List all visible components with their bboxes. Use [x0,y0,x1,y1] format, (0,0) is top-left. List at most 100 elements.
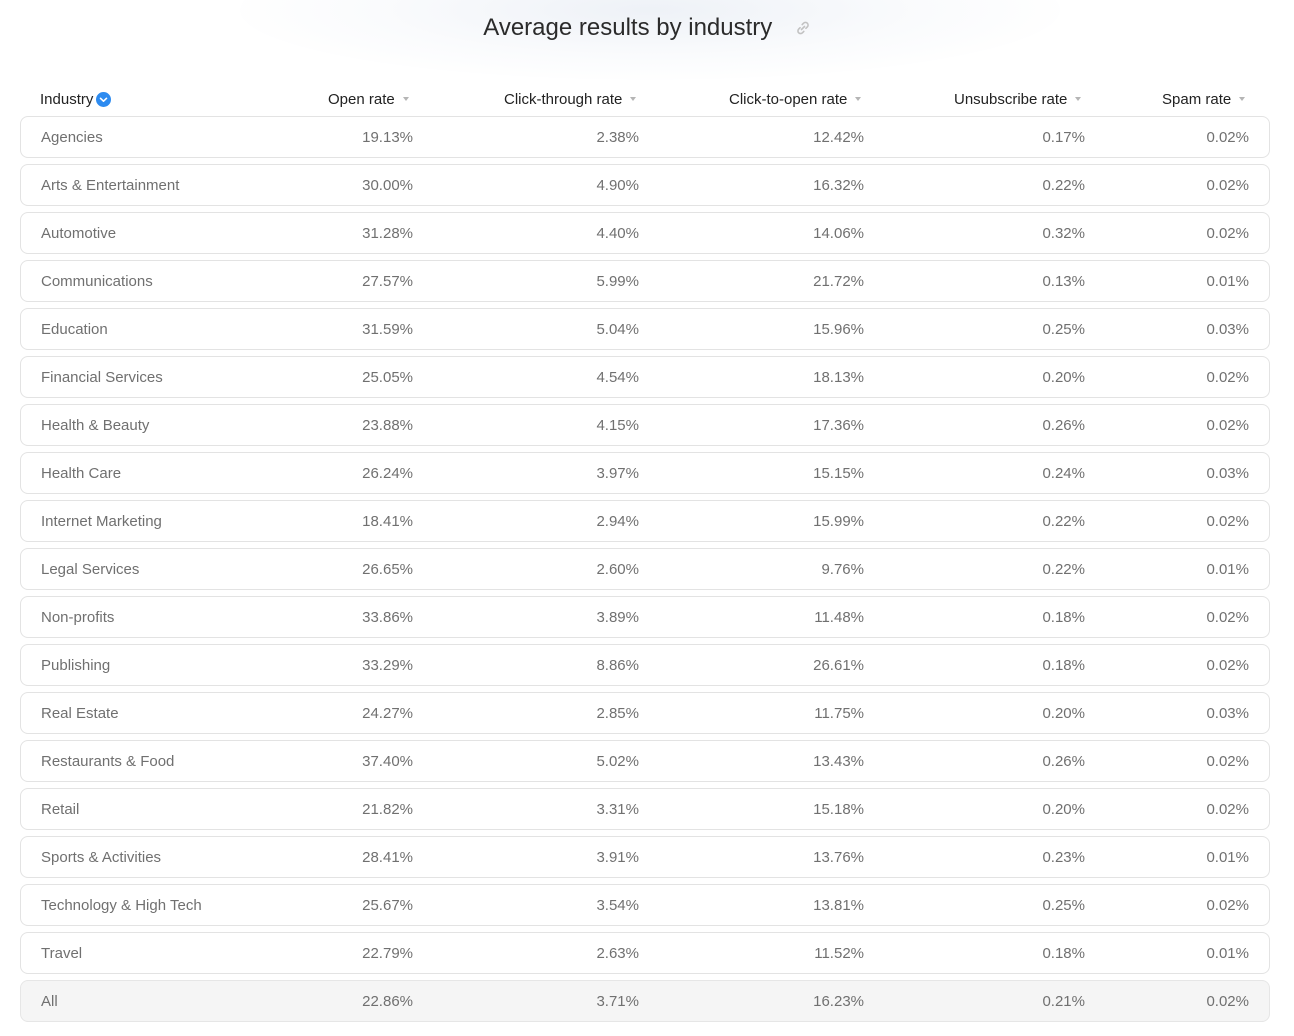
open-rate-value: 21.82% [362,801,413,818]
column-header-label: Open rate [328,91,395,108]
click-to-open-rate-value: 17.36% [813,417,864,434]
industry-name: Agencies [41,129,103,146]
unsubscribe-rate-value: 0.20% [1042,705,1085,722]
column-header-spam-rate[interactable]: Spam rate [1162,91,1246,108]
open-rate-value: 18.41% [362,513,413,530]
click-through-rate-value: 2.85% [596,705,639,722]
industry-name: Publishing [41,657,111,674]
spam-rate-value: 0.02% [1206,801,1249,818]
industry-name: Internet Marketing [41,513,162,530]
industry-name: Arts & Entertainment [41,177,180,194]
industry-name: Technology & High Tech [41,897,202,914]
unsubscribe-rate-value: 0.22% [1042,513,1085,530]
spam-rate-value: 0.01% [1206,273,1249,290]
industry-name: Education [41,321,108,338]
industry-results-table: Industry Open rate Click-through rate Cl… [20,84,1270,1028]
unsubscribe-rate-value: 0.13% [1042,273,1085,290]
table-header: Industry Open rate Click-through rate Cl… [20,84,1270,116]
table-row: Arts & Entertainment 30.00% 4.90% 16.32%… [20,164,1270,206]
column-header-label: Click-to-open rate [729,91,848,108]
spam-rate-value: 0.02% [1206,225,1249,242]
spam-rate-value: 0.02% [1206,177,1249,194]
caret-down-icon [855,97,862,102]
column-header-open-rate[interactable]: Open rate [328,91,409,108]
industry-name: Health & Beauty [41,417,150,434]
spam-rate-value: 0.02% [1206,417,1249,434]
open-rate-value: 33.86% [362,609,413,626]
unsubscribe-rate-value: 0.18% [1042,945,1085,962]
click-to-open-rate-value: 21.72% [813,273,864,290]
click-to-open-rate-value: 13.43% [813,753,864,770]
chevron-down-icon[interactable] [96,91,112,107]
click-to-open-rate-value: 11.52% [814,945,864,962]
column-header-click-to-open-rate[interactable]: Click-to-open rate [729,91,862,108]
open-rate-value: 37.40% [362,753,413,770]
click-through-rate-value: 5.04% [596,321,639,338]
industry-name: Restaurants & Food [41,753,175,770]
click-through-rate-value: 4.15% [596,417,639,434]
click-to-open-rate-value: 13.81% [813,897,864,914]
spam-rate-value: 0.02% [1206,513,1249,530]
unsubscribe-rate-value: 0.24% [1042,465,1085,482]
table-row: Technology & High Tech 25.67% 3.54% 13.8… [20,884,1270,926]
click-through-rate-value: 3.54% [596,897,639,914]
click-through-rate-value: 4.40% [596,225,639,242]
unsubscribe-rate-value: 0.17% [1042,129,1085,146]
click-through-rate-value: 2.94% [596,513,639,530]
industry-name: Communications [41,273,153,290]
table-row: Travel 22.79% 2.63% 11.52% 0.18% 0.01% [20,932,1270,974]
open-rate-value: 30.00% [362,177,413,194]
industry-name: Retail [41,801,80,818]
table-row: Automotive 31.28% 4.40% 14.06% 0.32% 0.0… [20,212,1270,254]
click-to-open-rate-value: 11.48% [814,609,864,626]
click-to-open-rate-value: 16.23% [813,993,864,1010]
click-through-rate-value: 4.90% [596,177,639,194]
link-icon[interactable] [795,20,811,36]
caret-down-icon [402,97,409,102]
unsubscribe-rate-value: 0.20% [1042,801,1085,818]
unsubscribe-rate-value: 0.18% [1042,657,1085,674]
open-rate-value: 19.13% [362,129,413,146]
column-header-click-through-rate[interactable]: Click-through rate [504,91,637,108]
click-to-open-rate-value: 12.42% [813,129,864,146]
spam-rate-value: 0.01% [1206,945,1249,962]
unsubscribe-rate-value: 0.22% [1042,177,1085,194]
unsubscribe-rate-value: 0.26% [1042,417,1085,434]
click-through-rate-value: 3.31% [596,801,639,818]
table-row: Real Estate 24.27% 2.85% 11.75% 0.20% 0.… [20,692,1270,734]
table-row: Financial Services 25.05% 4.54% 18.13% 0… [20,356,1270,398]
spam-rate-value: 0.03% [1206,705,1249,722]
caret-down-icon [1239,97,1246,102]
click-to-open-rate-value: 13.76% [813,849,864,866]
click-to-open-rate-value: 14.06% [813,225,864,242]
click-through-rate-value: 8.86% [596,657,639,674]
table-row: Health Care 26.24% 3.97% 15.15% 0.24% 0.… [20,452,1270,494]
column-header-industry[interactable]: Industry [40,91,112,108]
industry-name: Non-profits [41,609,115,626]
click-through-rate-value: 2.60% [596,561,639,578]
table-row: Education 31.59% 5.04% 15.96% 0.25% 0.03… [20,308,1270,350]
open-rate-value: 25.05% [362,369,413,386]
spam-rate-value: 0.03% [1206,465,1249,482]
caret-down-icon [630,97,637,102]
spam-rate-value: 0.03% [1206,321,1249,338]
open-rate-value: 26.24% [362,465,413,482]
open-rate-value: 31.28% [362,225,413,242]
click-through-rate-value: 5.99% [596,273,639,290]
spam-rate-value: 0.02% [1206,129,1249,146]
column-header-unsubscribe-rate[interactable]: Unsubscribe rate [954,91,1082,108]
industry-name: Real Estate [41,705,119,722]
open-rate-value: 22.79% [362,945,413,962]
open-rate-value: 26.65% [362,561,413,578]
table-row: Retail 21.82% 3.31% 15.18% 0.20% 0.02% [20,788,1270,830]
open-rate-value: 31.59% [362,321,413,338]
click-through-rate-value: 2.63% [596,945,639,962]
click-to-open-rate-value: 26.61% [813,657,864,674]
open-rate-value: 27.57% [362,273,413,290]
table-row: Health & Beauty 23.88% 4.15% 17.36% 0.26… [20,404,1270,446]
open-rate-value: 25.67% [362,897,413,914]
unsubscribe-rate-value: 0.25% [1042,897,1085,914]
click-to-open-rate-value: 11.75% [814,705,864,722]
click-through-rate-value: 4.54% [596,369,639,386]
